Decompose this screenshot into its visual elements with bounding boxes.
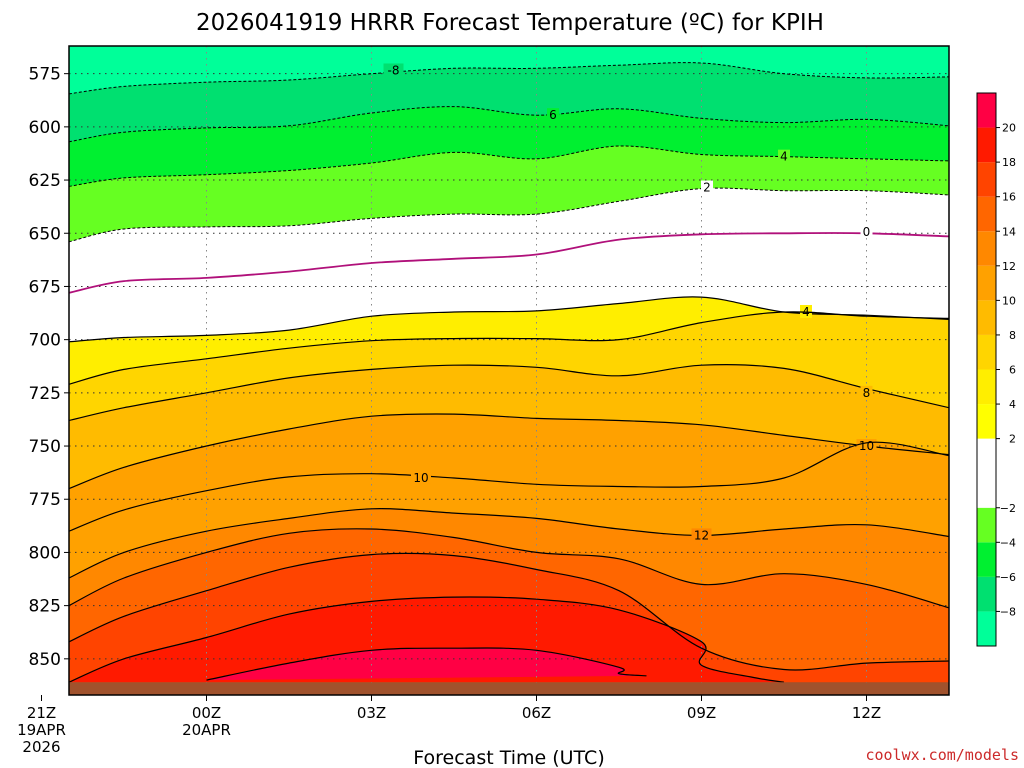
y-tick-label: 800 — [29, 543, 61, 563]
y-tick-label: 775 — [29, 490, 61, 510]
contour-line-4 — [69, 296, 949, 343]
colorbar-label: 16 — [1002, 191, 1016, 204]
x-axis-label: Forecast Time (UTC) — [413, 747, 604, 768]
colorbar-label: −6 — [1000, 571, 1016, 584]
colorbar-swatch — [977, 576, 996, 612]
y-tick-label: 750 — [29, 437, 61, 457]
contour-line-minus8 — [69, 62, 949, 95]
contour-label: 12 — [694, 528, 709, 542]
colorbar-label: 20 — [1002, 122, 1016, 135]
y-tick-label: 725 — [29, 384, 61, 404]
contour-line-20 — [206, 647, 647, 681]
ground-surface — [69, 682, 949, 695]
colorbar-swatch — [977, 265, 996, 301]
x-tick-label: 2026 — [22, 738, 60, 756]
contour-label-bg — [383, 63, 404, 77]
contour-label-bg — [860, 225, 873, 239]
colorbar-label: −4 — [1000, 536, 1016, 549]
colorbar-label: 12 — [1002, 260, 1016, 273]
colorbar-label: 8 — [1009, 329, 1016, 342]
contour-label-bg — [778, 149, 790, 163]
colorbar-label: 14 — [1002, 225, 1016, 238]
band-fill-above-20 — [206, 648, 647, 681]
colorbar-label: 6 — [1009, 364, 1016, 377]
colorbar-swatch — [977, 507, 996, 543]
contour-label-bg — [411, 470, 431, 484]
colorbar-label: 2 — [1009, 433, 1016, 446]
y-tick-label: 700 — [29, 331, 61, 351]
contour-label-bg — [691, 528, 712, 542]
colorbar-label: −2 — [1000, 502, 1016, 515]
credit-text: coolwx.com/models — [865, 746, 1019, 764]
y-tick-label: 675 — [29, 277, 61, 297]
contour-label-bg — [800, 304, 812, 318]
colorbar-swatch — [977, 300, 996, 335]
x-tick-label: 00Z — [192, 704, 221, 722]
contour-label: 6 — [549, 108, 557, 122]
y-tick-label: 650 — [29, 224, 61, 244]
colorbar-swatch — [977, 611, 996, 646]
y-tick-label: 625 — [29, 171, 61, 191]
y-axis: 575 600 625 650 675 700 725 750 775 800 825 850 — [29, 65, 69, 670]
colorbar-label: 10 — [1002, 294, 1016, 307]
colorbar: 20 18 16 14 12 10 8 6 4 2 −2 −4 −6 −8 — [976, 92, 1016, 647]
contour-label: 2 — [703, 181, 711, 195]
colorbar-swatch — [977, 162, 996, 197]
contour-label-bg — [701, 180, 713, 194]
contour-line-6 — [69, 311, 949, 385]
contour-label: 4 — [780, 150, 788, 164]
colorbar-label: 4 — [1009, 398, 1016, 411]
contour-line-minus2 — [69, 187, 949, 243]
colorbar-swatch — [977, 196, 996, 232]
contour-label: -8 — [388, 63, 400, 77]
colorbar-swatch — [977, 369, 996, 405]
contour-line-18 — [69, 596, 785, 683]
colorbar-swatch — [977, 127, 996, 163]
contour-line-8 — [69, 363, 949, 422]
colorbar-label: −8 — [1000, 605, 1016, 618]
contour-line-10 — [69, 413, 949, 490]
y-tick-label: 850 — [29, 650, 61, 670]
x-tick-label: 03Z — [357, 704, 386, 722]
surface-layer — [69, 682, 949, 695]
contour-label: 0 — [863, 225, 871, 239]
colorbar-swatch — [977, 438, 996, 508]
colorbar-swatch — [977, 404, 996, 439]
contour-line-12 — [69, 508, 949, 579]
plot-frame — [68, 45, 950, 696]
contour-label-bg — [547, 108, 559, 122]
contour-label: 8 — [863, 386, 871, 400]
contour-label: 10 — [413, 471, 428, 485]
y-tick-label: 825 — [29, 597, 61, 617]
colorbar-swatch — [977, 334, 996, 370]
colorbar-swatch — [977, 542, 996, 577]
x-tick-label: 21Z — [27, 704, 56, 722]
contour-line-minus6 — [69, 106, 949, 143]
colorbar-swatch — [977, 231, 996, 266]
contour-line-minus4 — [69, 145, 949, 187]
band-fill-above-18 — [69, 597, 784, 683]
contour-label-bg — [860, 385, 873, 399]
x-tick-label: 09Z — [687, 704, 716, 722]
temperature-fill-layer — [69, 46, 949, 695]
contour-line-14 — [69, 528, 949, 609]
chart-title: 2026041919 HRRR Forecast Temperature (ºC… — [196, 10, 824, 36]
colorbar-label: 18 — [1002, 156, 1016, 169]
y-tick-label: 600 — [29, 118, 61, 138]
contour-line-10 — [69, 441, 949, 532]
x-tick-label: 20APR — [182, 721, 231, 739]
contour-line-16 — [69, 552, 949, 671]
contour-label: 10 — [859, 439, 874, 453]
grid-layer — [69, 46, 949, 695]
contour-line-0 — [69, 232, 949, 294]
colorbar-swatch — [977, 93, 996, 128]
x-tick-label: 19APR — [17, 721, 66, 739]
x-tick-label: 12Z — [852, 704, 881, 722]
x-tick-label: 06Z — [522, 704, 551, 722]
y-tick-label: 575 — [29, 65, 61, 85]
